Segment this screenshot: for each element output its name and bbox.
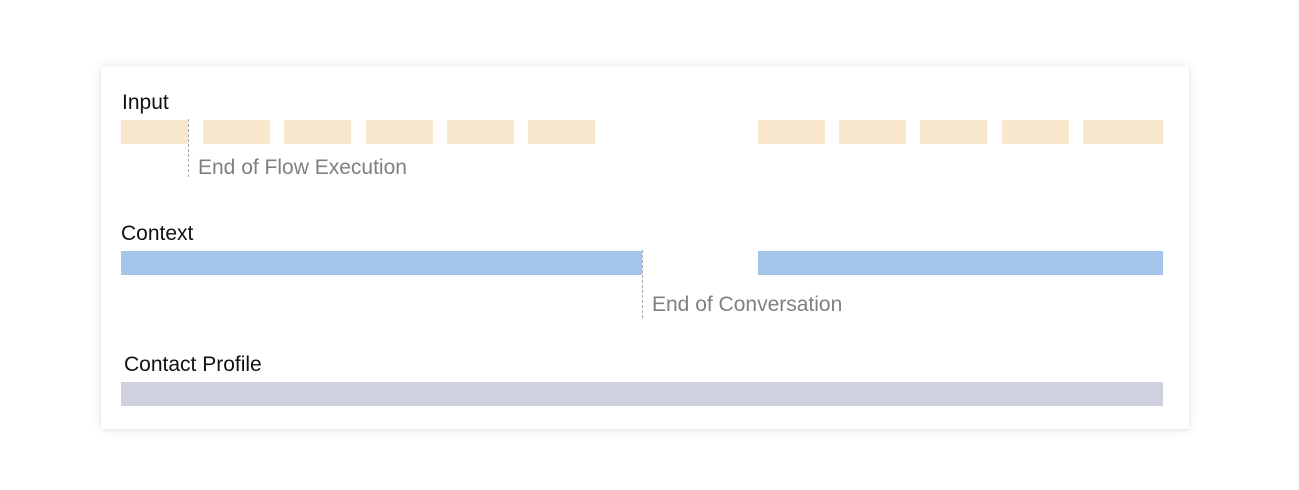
end-of-conversation-label: End of Conversation bbox=[652, 293, 843, 316]
input-segment bbox=[839, 120, 906, 144]
input-segment bbox=[284, 120, 351, 144]
input-segment bbox=[1083, 120, 1163, 144]
context-row-label: Context bbox=[121, 222, 194, 245]
contact-profile-bar bbox=[121, 382, 1163, 406]
end-of-conversation-marker bbox=[642, 250, 643, 318]
input-segment bbox=[203, 120, 270, 144]
input-segment bbox=[758, 120, 825, 144]
end-of-flow-execution-label: End of Flow Execution bbox=[198, 156, 407, 179]
input-segment bbox=[1002, 120, 1069, 144]
input-segment bbox=[447, 120, 514, 144]
context-segment bbox=[758, 251, 1163, 275]
input-segment bbox=[366, 120, 433, 144]
input-row-label: Input bbox=[122, 91, 169, 114]
input-segment bbox=[528, 120, 595, 144]
contact-profile-row-label: Contact Profile bbox=[124, 353, 262, 376]
context-segment bbox=[121, 251, 642, 275]
input-segment bbox=[121, 120, 188, 144]
input-segment bbox=[920, 120, 987, 144]
end-of-flow-execution-marker bbox=[188, 119, 189, 177]
